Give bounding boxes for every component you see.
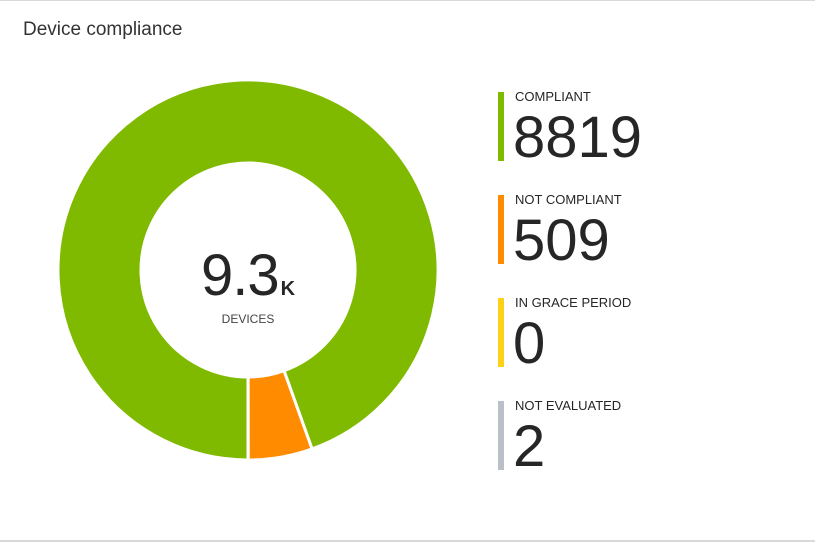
bottom-border xyxy=(0,540,815,542)
center-total: 9.3 K xyxy=(148,243,348,308)
card-title: Device compliance xyxy=(23,19,183,40)
top-border xyxy=(0,0,815,1)
total-label: DEVICES xyxy=(221,312,275,326)
legend-value: 509 xyxy=(513,208,610,273)
color-bar xyxy=(498,401,504,470)
legend-label: NOT COMPLIANT xyxy=(515,192,622,207)
color-bar xyxy=(498,92,504,161)
legend-label: IN GRACE PERIOD xyxy=(515,295,632,310)
total-unit: K xyxy=(280,278,296,300)
legend-value: 0 xyxy=(513,311,546,376)
color-bar xyxy=(498,195,504,264)
legend-label: COMPLIANT xyxy=(515,89,591,104)
legend-value: 8819 xyxy=(513,105,643,170)
total-value: 9.3 xyxy=(200,243,280,308)
color-bar xyxy=(498,298,504,367)
legend-label: NOT EVALUATED xyxy=(515,398,622,413)
donut-slice-compliant[interactable] xyxy=(56,78,440,462)
legend-value: 2 xyxy=(513,414,546,479)
